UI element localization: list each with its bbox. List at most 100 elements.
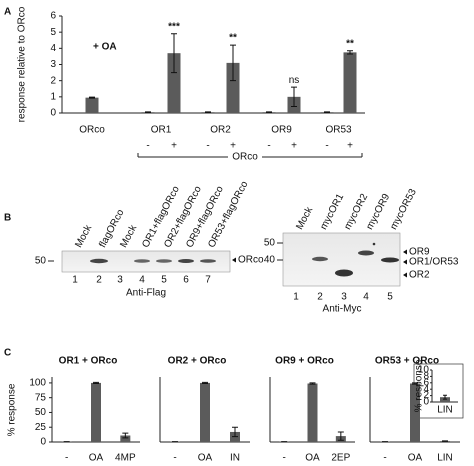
band — [312, 256, 328, 262]
size-marker: 50 — [35, 256, 47, 267]
y-tick-label: 6 — [50, 11, 56, 22]
y-tick-label: 75 — [35, 392, 47, 403]
y-tick-label: 4 — [50, 43, 56, 54]
error-bar — [324, 111, 330, 114]
band-arrow — [232, 257, 236, 263]
lane-number: 1 — [293, 292, 299, 303]
error-bar — [442, 440, 448, 442]
bar — [91, 382, 101, 442]
x-tick-label: OA — [89, 453, 104, 464]
chart-title: OR9 + ORco — [275, 356, 334, 367]
error-bar — [266, 111, 272, 114]
lane-label: Mock — [118, 223, 139, 250]
x-tick-label: IN — [230, 453, 240, 464]
lane-number: 3 — [117, 275, 123, 286]
group-label: OR1 — [151, 125, 172, 136]
bar — [85, 97, 99, 113]
bar — [120, 435, 131, 442]
condition-sign: + — [230, 141, 236, 152]
error-bar — [89, 96, 95, 99]
condition-sign: - — [206, 141, 209, 152]
x-tick-label: - — [173, 453, 176, 464]
group-label: ORco — [79, 125, 105, 136]
y-tick-label: 2 — [50, 75, 56, 86]
band-label: ORco — [238, 255, 264, 266]
group-label: OR9 — [271, 125, 292, 136]
lane-number: 2 — [96, 275, 102, 286]
y-tick-label: 50 — [35, 407, 47, 418]
chart-title: OR2 + ORco — [168, 356, 227, 367]
significance: ns — [289, 75, 300, 86]
band — [381, 257, 399, 263]
error-bar — [232, 426, 238, 438]
error-bar — [230, 44, 236, 82]
chart-title: OR1 + ORco — [59, 356, 118, 367]
lane-number: 4 — [139, 275, 145, 286]
lane-number: 2 — [317, 292, 323, 303]
significance: ** — [346, 38, 354, 49]
band-label: OR1/OR53 — [409, 257, 459, 268]
bar — [226, 62, 240, 113]
error-bar — [122, 432, 129, 439]
panel-label: B — [4, 213, 11, 224]
lane-number: 7 — [205, 275, 211, 286]
speck — [372, 242, 376, 246]
x-tick-label: - — [65, 453, 68, 464]
inset-y-tick-label: 10 — [418, 365, 430, 376]
band — [358, 250, 374, 256]
band-arrow — [403, 272, 407, 278]
y-axis-label: % response — [7, 383, 18, 436]
lane-number: 4 — [363, 292, 369, 303]
bar — [343, 52, 357, 113]
lane-label: Mock — [294, 205, 315, 232]
bar — [410, 383, 420, 442]
lane-number: 5 — [387, 292, 393, 303]
band-arrow — [403, 259, 407, 265]
x-tick-label: 4MP — [115, 453, 136, 464]
x-tick-label: 2EP — [331, 453, 350, 464]
group-label: OR53 — [325, 125, 352, 136]
inset-y-tick-label: 8 — [423, 371, 429, 382]
inset-y-tick-label: 6 — [423, 377, 429, 388]
size-marker: 40 — [264, 255, 276, 266]
x-tick-label: LIN — [437, 453, 453, 464]
lane-label: mycOR53 — [388, 187, 419, 232]
x-tick-label: - — [282, 453, 285, 464]
band — [134, 259, 150, 263]
condition-sign: - — [267, 141, 270, 152]
blot-right — [282, 232, 401, 287]
antibody-label: Anti-Myc — [323, 304, 362, 315]
size-marker: 50 — [264, 238, 276, 249]
condition-sign: + — [347, 141, 353, 152]
x-tick-label: OA — [408, 453, 423, 464]
inset-y-tick-label: 2 — [423, 390, 429, 401]
significance: ** — [229, 33, 237, 44]
y-tick-label: 5 — [50, 27, 56, 38]
condition-sign: + — [171, 141, 177, 152]
band-arrow — [403, 249, 407, 255]
condition-sign: - — [146, 141, 149, 152]
band — [200, 259, 216, 263]
group-label: OR2 — [210, 125, 231, 136]
y-tick-label: 0 — [50, 108, 56, 119]
inset-frame — [413, 363, 464, 419]
y-tick-label: 3 — [50, 59, 56, 70]
error-bar — [337, 431, 344, 441]
annotation: + OA — [93, 42, 117, 53]
inset-y-tick-label: 4 — [423, 384, 429, 395]
band — [90, 258, 108, 264]
lane-number: 1 — [72, 275, 78, 286]
band — [156, 259, 172, 263]
inset-x-label: LIN — [437, 405, 453, 416]
inset-y-tick-label: 0 — [423, 397, 429, 408]
error-bar — [205, 111, 211, 114]
error-bar — [309, 382, 316, 385]
significance: *** — [168, 21, 180, 32]
chart-title: OR53 + ORco — [375, 356, 439, 367]
bar — [167, 53, 181, 113]
x-tick-label: - — [383, 453, 386, 464]
error-bar — [412, 382, 418, 385]
y-tick-label: 1 — [50, 91, 56, 102]
lane-number: 3 — [341, 292, 347, 303]
